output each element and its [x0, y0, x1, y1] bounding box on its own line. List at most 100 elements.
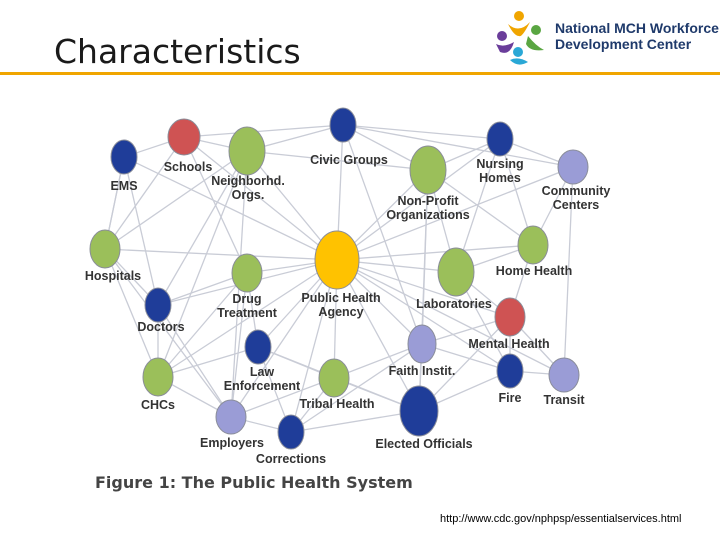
node-label-pha: Agency — [318, 305, 363, 319]
edge-hospitals-neighborhd — [104, 150, 248, 250]
edge-pha-corrections — [290, 259, 338, 433]
edge-pha-hospitals — [104, 248, 338, 261]
edge-hospitals-employers — [104, 248, 232, 418]
source-url: http://www.cdc.gov/nphpsp/essentialservi… — [440, 513, 682, 525]
edge-pha-chcs — [157, 259, 338, 378]
node-circle-nonprofit — [409, 145, 447, 195]
logo-line-1: National MCH Workforce — [555, 20, 719, 36]
edge-civic-faith — [342, 124, 423, 345]
node-schools: Schools — [164, 118, 213, 174]
node-label-tribal: Tribal Health — [299, 397, 374, 411]
edge-chcs-law — [157, 346, 259, 378]
edge-nonprofit-homehealth — [427, 169, 534, 246]
edge-chcs-hospitals — [104, 248, 159, 378]
node-label-nonprofit: Non-Profit — [397, 194, 459, 208]
node-fire: Fire — [496, 353, 524, 405]
public-health-system-network-diagram: Schools EMS Neighborhd.Orgs. Civic Groups No… — [85, 107, 611, 466]
node-label-hospitals: Hospitals — [85, 269, 141, 283]
organization-logo: National MCH Workforce Development Cente… — [488, 6, 720, 68]
node-employers: Employers — [200, 399, 264, 450]
node-faith: Faith Instit. — [389, 324, 456, 378]
node-tribal: Tribal Health — [299, 358, 375, 411]
node-label-community: Community — [542, 184, 611, 198]
node-circle-neighborhd — [228, 126, 266, 176]
node-circle-nursing — [486, 121, 514, 157]
node-label-labs: Laboratories — [416, 297, 492, 311]
node-label-doctors: Doctors — [137, 320, 184, 334]
nodes-layer: Schools EMS Neighborhd.Orgs. Civic Groups No… — [85, 107, 611, 466]
edge-pha-homehealth — [336, 244, 534, 261]
edge-pha-nursing — [336, 138, 501, 261]
node-circle-drug — [231, 253, 263, 293]
node-circle-labs — [437, 247, 475, 297]
node-label-drug: Drug — [232, 292, 261, 306]
node-label-faith: Faith Instit. — [389, 364, 456, 378]
node-label-homehealth: Home Health — [496, 264, 572, 278]
node-label-elected: Elected Officials — [375, 437, 472, 451]
node-circle-chcs — [142, 357, 174, 397]
edge-drug-employers — [230, 272, 248, 418]
node-label-transit: Transit — [544, 393, 586, 407]
node-circle-elected — [399, 385, 439, 437]
node-circle-hospitals — [89, 229, 121, 269]
node-circle-pha — [314, 230, 360, 290]
edge-elected-corrections — [290, 410, 420, 433]
slide-title: Characteristics — [54, 32, 301, 71]
node-label-law: Law — [250, 365, 275, 379]
edge-civic-community — [342, 124, 574, 168]
node-circle-employers — [215, 399, 247, 435]
node-mental: Mental Health — [468, 297, 550, 351]
node-label-schools: Schools — [164, 160, 213, 174]
node-ems: EMS — [110, 139, 138, 193]
node-circle-community — [557, 149, 589, 185]
node-labs: Laboratories — [416, 247, 492, 311]
edge-doctors-employers — [157, 304, 232, 418]
node-doctors: Doctors — [137, 287, 185, 334]
node-label-neighborhd: Orgs. — [232, 188, 265, 202]
title-underline — [0, 72, 720, 75]
edge-pha-transit — [336, 259, 565, 376]
node-corrections: Corrections — [256, 414, 326, 466]
node-hospitals: Hospitals — [85, 229, 141, 283]
edge-ems-doctors — [123, 156, 159, 306]
edge-faith-fire — [421, 343, 511, 372]
node-transit: Transit — [544, 357, 586, 407]
edge-pha-ems — [123, 156, 338, 261]
node-circle-law — [244, 329, 272, 365]
node-circle-civic — [329, 107, 357, 143]
logo-line-2: Development Center — [555, 36, 692, 52]
edge-schools-civic — [183, 124, 344, 138]
node-label-community: Centers — [553, 198, 600, 212]
node-circle-faith — [407, 324, 437, 364]
logo-text: National MCH Workforce Development Cente… — [555, 20, 719, 52]
edge-neighborhd-nonprofit — [246, 150, 429, 171]
figure-caption: Figure 1: The Public Health System — [95, 473, 413, 492]
node-label-employers: Employers — [200, 436, 264, 450]
node-circle-doctors — [144, 287, 172, 323]
node-label-neighborhd: Neighborhd. — [211, 174, 285, 188]
node-label-chcs: CHCs — [141, 398, 175, 412]
node-civic: Civic Groups — [310, 107, 388, 167]
node-circle-schools — [167, 118, 201, 156]
node-label-pha: Public Health — [301, 291, 380, 305]
edge-schools-hospitals — [104, 136, 185, 250]
edge-employers-tribal — [230, 377, 335, 418]
node-circle-mental — [494, 297, 526, 337]
edge-pha-schools — [183, 136, 338, 261]
node-elected: Elected Officials — [375, 385, 473, 451]
edge-neighborhd-doctors — [157, 150, 248, 306]
node-label-ems: EMS — [110, 179, 137, 193]
logo-people-icon — [496, 11, 544, 65]
edge-pha-employers — [230, 259, 338, 418]
node-label-nonprofit: Organizations — [386, 208, 469, 222]
node-circle-homehealth — [517, 225, 549, 265]
node-homehealth: Home Health — [496, 225, 572, 278]
edge-community-transit — [563, 166, 574, 376]
edge-pha-elected — [336, 259, 420, 412]
node-label-fire: Fire — [499, 391, 522, 405]
